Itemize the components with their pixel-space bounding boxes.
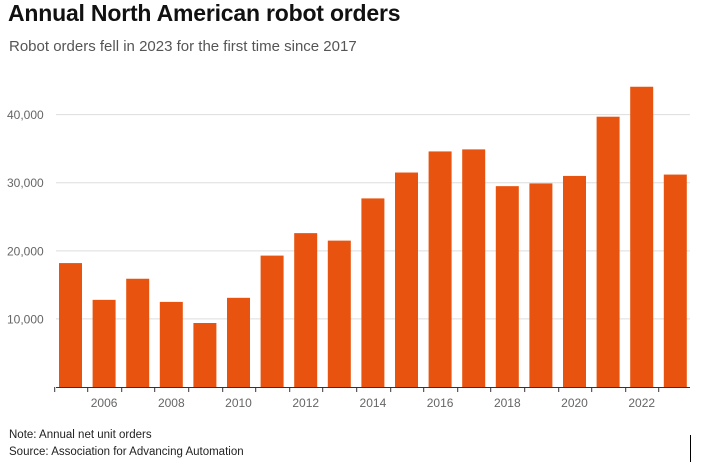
- bar-2018: [495, 186, 519, 387]
- bars: [59, 86, 687, 388]
- bar-2022: [630, 86, 654, 387]
- bar-2020: [563, 175, 586, 387]
- x-tick-label: 2020: [561, 396, 588, 410]
- bar-2015: [395, 172, 418, 387]
- bar-2016: [428, 151, 452, 387]
- text-cursor: [690, 435, 691, 462]
- x-tick-label: 2014: [360, 396, 387, 410]
- x-tick-label: 2006: [91, 396, 118, 410]
- chart-subtitle: Robot orders fell in 2023 for the first …: [9, 38, 357, 55]
- x-tick-label: 2018: [494, 396, 521, 410]
- bar-2013: [327, 240, 351, 387]
- bar-2010: [227, 297, 250, 387]
- x-tick-label: 2016: [427, 396, 454, 410]
- y-tick-label: 10,000: [7, 312, 44, 326]
- chart-title: Annual North American robot orders: [8, 0, 401, 26]
- bar-2012: [294, 233, 318, 387]
- x-tick-label: 2008: [158, 396, 185, 410]
- bar-2008: [159, 301, 183, 387]
- x-tick-label: 2012: [292, 396, 319, 410]
- bar-2023: [663, 174, 687, 387]
- bar-2021: [596, 116, 620, 388]
- x-axis-tick-labels: 2006 2008 2010 2012 2014 2016 2018 2020 2022: [91, 396, 656, 410]
- y-axis-tick-labels: 10,000 20,000 30,000 40,000: [7, 108, 44, 326]
- x-axis: [54, 387, 690, 392]
- y-tick-label: 20,000: [7, 244, 44, 258]
- y-tick-label: 30,000: [7, 176, 44, 190]
- bar-2009: [193, 323, 217, 387]
- bar-2019: [529, 183, 553, 387]
- bar-2005: [59, 263, 82, 387]
- y-tick-label: 40,000: [7, 108, 44, 122]
- bar-2007: [126, 278, 150, 387]
- chart-note: Note: Annual net unit orders: [9, 429, 152, 441]
- chart-source: Source: Association for Advancing Automa…: [9, 446, 244, 458]
- bar-2006: [92, 299, 116, 387]
- bar-2011: [260, 255, 284, 387]
- bar-2017: [462, 149, 486, 387]
- x-tick-label: 2010: [225, 396, 252, 410]
- bar-2014: [361, 198, 385, 387]
- x-tick-label: 2022: [628, 396, 655, 410]
- bar-chart: 10,000 20,000 30,000 40,000 2006 2008 2010 201…: [7, 86, 690, 410]
